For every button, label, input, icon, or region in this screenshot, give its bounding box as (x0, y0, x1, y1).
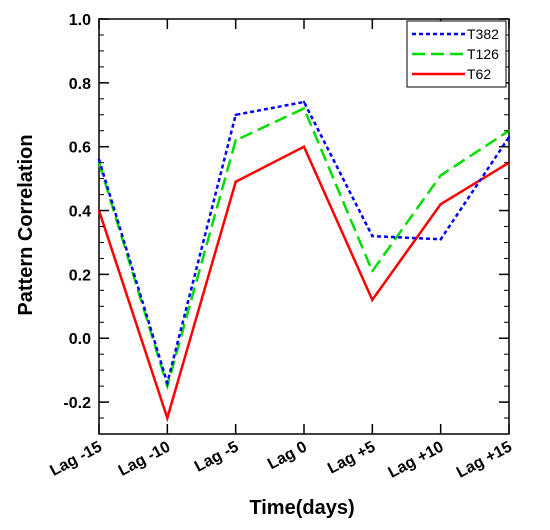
y-tick-label: 1.0 (69, 12, 91, 29)
y-tick-label: 0.2 (69, 267, 91, 284)
data-point-t382 (507, 135, 511, 139)
data-point-t126 (439, 174, 442, 177)
data-point-t382 (302, 100, 306, 104)
x-tick-label: Lag -10 (116, 438, 174, 479)
y-tick-label: 0.0 (69, 331, 91, 348)
y-tick-label: -0.2 (63, 395, 91, 412)
x-tick-label: Lag 0 (265, 438, 310, 473)
data-point-t382 (371, 234, 374, 238)
y-axis-title: Pattern Correlation (15, 134, 37, 315)
data-point-t126 (371, 269, 374, 273)
y-tick-label: 0.6 (69, 140, 91, 157)
data-point-t62 (439, 202, 442, 206)
x-tick-label: Lag -15 (47, 438, 105, 479)
legend: T382 T126 T62 (406, 20, 507, 88)
series-line-t62 (97, 144, 510, 423)
x-tick-label: Lag +10 (386, 438, 447, 481)
y-tick-label: 0.8 (69, 76, 91, 93)
legend-label-t126: T126 (467, 46, 499, 62)
series-line-t382 (97, 100, 511, 388)
data-point-t382 (97, 158, 101, 161)
x-tick-label: Lag +5 (325, 438, 378, 477)
series-line-t126 (97, 106, 510, 391)
data-point-t382 (234, 113, 237, 116)
legend-label-t62: T62 (467, 66, 491, 82)
y-tick-label: 0.4 (69, 204, 91, 221)
data-point-t62 (234, 180, 237, 184)
data-point-t126 (234, 139, 237, 142)
legend-label-t382: T382 (467, 26, 499, 42)
series-group (97, 100, 511, 423)
data-point-t382 (439, 238, 442, 241)
data-point-t126 (302, 107, 306, 110)
data-point-t62 (302, 145, 306, 148)
x-axis-title: Time(days) (249, 497, 354, 519)
x-tick-label: Lag -5 (192, 438, 242, 475)
data-point-t62 (371, 298, 374, 302)
x-tick-label: Lag +15 (454, 438, 515, 481)
data-point-t62 (166, 416, 169, 420)
data-point-t382 (166, 381, 169, 385)
